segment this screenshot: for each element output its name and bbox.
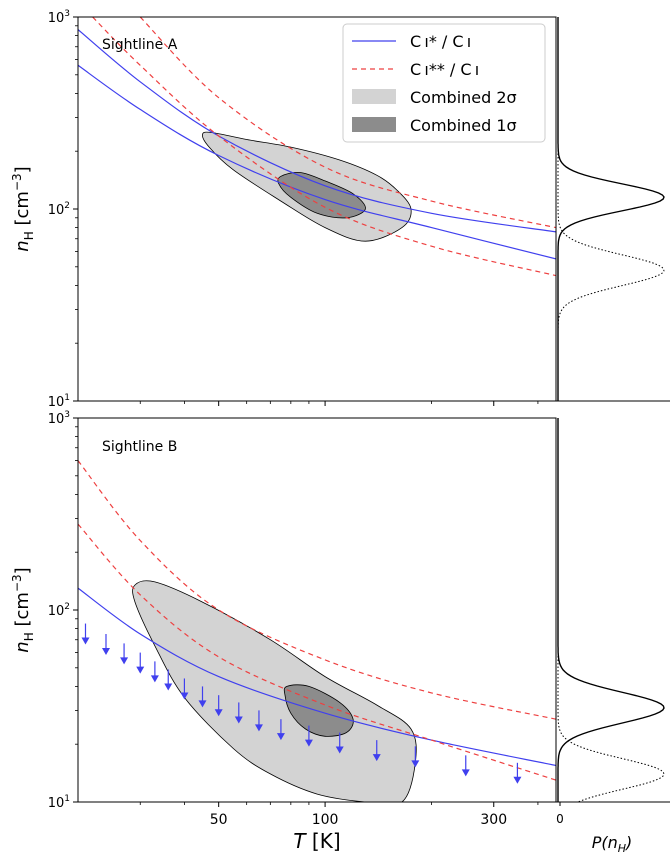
y-tick-label: 102 [48,602,70,619]
side-panel-a [555,17,670,402]
side-pdf-dotted-a [557,17,665,401]
upper-limit-arrow [198,700,207,708]
legend-label-1sigma: Combined 1σ [410,116,517,135]
x-tick-label: 50 [210,812,228,828]
annotation-sightline-a: Sightline A [102,37,178,53]
x-label-math: T [293,829,307,853]
series-line-b-1 [78,460,556,720]
y-axis-label-b: nH [cm−3] [10,567,36,652]
x-tick-label: 300 [480,812,507,828]
upper-limits-b [81,623,522,784]
x-tick-label: 100 [312,812,339,828]
series-b [78,460,556,781]
legend-item-comb1: Combined 1σ [352,116,517,135]
x-ticks-b: 50 100 300 [139,802,539,828]
x-axis-label: T [K] [293,829,340,853]
panel-sightline-b: 101 102 103 50 100 300 Sightline B nH [cm−3]… [10,410,557,853]
y-ticks-a: 101 102 103 [48,9,78,410]
upper-limit-arrow [136,666,145,674]
legend-label-ci: C ı* / C ı [410,32,471,51]
side-x-tick-zero: 0 [556,812,564,826]
upper-limit-arrow [180,692,189,700]
legend-item-ci: C ı* / C ı [352,32,471,51]
series-line-a-2 [92,17,556,277]
upper-limit-arrow [276,733,285,741]
side-pdf-solid-a [557,17,665,401]
series-line-a-1 [78,29,556,233]
series-line-b-2 [78,523,556,781]
upper-limit-arrow [81,637,90,645]
legend-label-cii: C ı** / C ı [410,60,479,79]
legend-label-2sigma: Combined 2σ [410,88,517,107]
y-tick-label: 101 [48,794,70,811]
svg-text:T [K]: T [K] [293,829,340,853]
legend: C ı* / C ı C ı** / C ı Combined 2σ Combi… [342,23,546,143]
svg-text:nH [cm−3]: nH [cm−3] [10,567,36,652]
region-1sigma-a [277,171,366,219]
y-ticks-b: 101 102 103 [48,410,78,811]
side-x-label: P(nH) [592,833,633,854]
legend-swatch-1sigma [352,117,396,132]
series-line-b-0 [78,587,556,767]
upper-limit-arrow [101,647,110,655]
upper-limit-arrow [214,709,223,717]
y-label-sub-a: H [22,231,36,240]
y-label-unit-sup-a: −3 [10,173,24,191]
x-ticks-a [139,401,539,406]
y-axis-label-a: nH [cm−3] [10,166,36,251]
y-label-unit-close-a: ] [12,166,33,173]
y-label-math-a: n [12,240,33,251]
upper-limit-arrow [304,739,313,747]
legend-swatch-2sigma [352,89,396,104]
legend-item-cii: C ı** / C ı [352,60,479,79]
side-panel-b: 0 P(nH) [555,418,670,854]
y-tick-label: 103 [48,410,70,427]
y-label-unit-sup-b: −3 [10,574,24,592]
x-label-unit: [K] [312,829,341,853]
upper-limit-arrow [513,776,522,784]
annotation-sightline-b: Sightline B [102,439,177,455]
y-label-unit-close-b: ] [12,567,33,574]
y-label-sub-b: H [22,632,36,641]
y-tick-label: 102 [48,201,70,218]
upper-limit-arrow [234,716,243,724]
legend-box [342,23,546,143]
upper-limit-arrow [411,760,420,768]
upper-limit-arrow [335,746,344,754]
y-label-math-b: n [12,641,33,652]
upper-limit-arrow [164,683,173,691]
upper-limit-arrow [461,769,470,777]
region-1sigma-b [283,684,354,737]
legend-item-comb2: Combined 2σ [352,88,517,107]
side-pdf-dotted-b [557,418,665,803]
svg-text:nH [cm−3]: nH [cm−3] [10,166,36,251]
y-label-unit-b: [cm [12,592,33,626]
upper-limit-arrow [372,754,381,762]
upper-limit-arrow [150,675,159,683]
y-tick-label: 103 [48,9,70,26]
upper-limit-arrow [254,724,263,732]
y-tick-label: 101 [48,393,70,410]
upper-limit-arrow [120,657,129,665]
y-label-unit-a: [cm [12,191,33,225]
series-a [78,17,556,277]
series-line-a-3 [139,17,556,229]
